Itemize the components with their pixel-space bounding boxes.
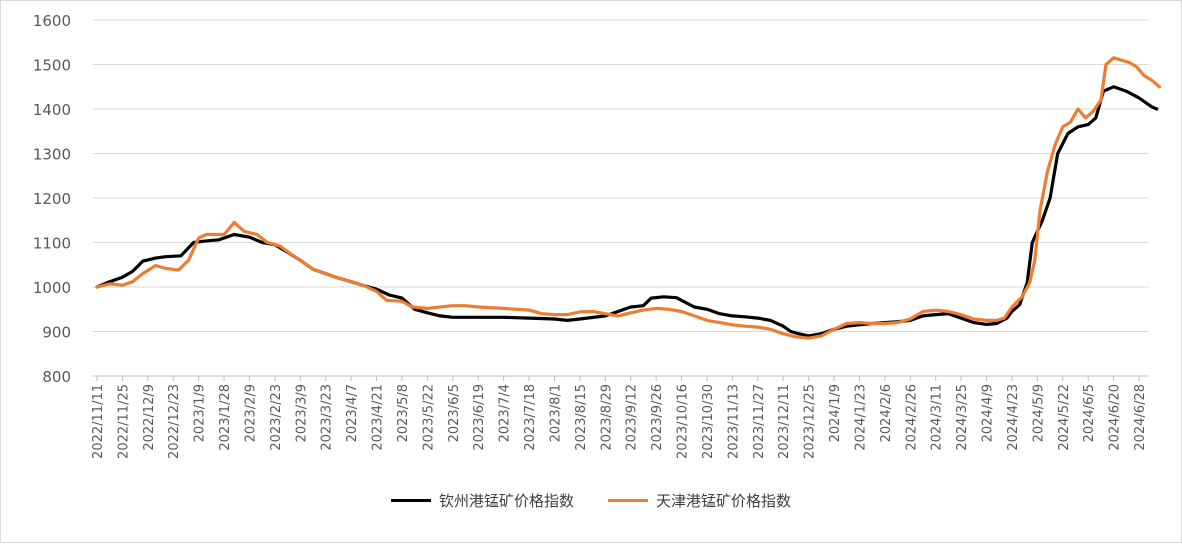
x-tick-label: 2022/11/11 [91, 384, 106, 459]
series-line-qinzhou [95, 85, 1159, 338]
x-tick-label: 2024/3/25 [955, 384, 970, 451]
x-tick-label: 2024/5/9 [1031, 384, 1046, 442]
x-tick-label: 2024/2/6 [879, 384, 894, 442]
y-tick-label: 1000 [33, 279, 71, 297]
x-tick-label: 2024/1/23 [853, 384, 868, 451]
x-tick-label: 2023/7/18 [523, 384, 538, 451]
legend-swatch-qinzhou [390, 499, 431, 502]
legend-label-qinzhou: 钦州港锰矿价格指数 [438, 492, 574, 510]
x-tick-label: 2023/8/15 [574, 384, 589, 451]
legend-swatch-tianjin [608, 499, 648, 502]
x-axis: 2022/11/11 2022/11/25 2022/12/9 2022/12/23 2… [91, 376, 1148, 459]
x-tick-label: 2023/9/26 [650, 384, 665, 451]
y-tick-label: 900 [42, 324, 71, 342]
x-tick-label: 2023/8/1 [548, 384, 563, 442]
legend: 钦州港锰矿价格指数 天津港锰矿价格指数 [0, 490, 1182, 511]
x-tick-label: 2024/6/5 [1082, 384, 1097, 442]
x-tick-label: 2023/6/5 [447, 384, 462, 442]
x-tick-label: 2023/9/12 [625, 384, 640, 451]
y-tick-label: 1400 [33, 101, 71, 119]
x-tick-label: 2023/4/7 [345, 384, 360, 442]
x-tick-label: 2023/1/28 [218, 384, 233, 451]
legend-label-tianjin: 天津港锰矿价格指数 [656, 492, 792, 510]
x-tick-label: 2023/2/9 [243, 384, 258, 442]
x-tick-label: 2024/5/22 [1057, 384, 1072, 451]
x-tick-label: 2023/12/25 [803, 384, 818, 459]
x-tick-label: 2024/2/26 [904, 384, 919, 451]
x-tick-label: 2023/5/22 [421, 384, 436, 451]
x-tick-label: 2023/2/23 [269, 384, 284, 451]
x-tick-label: 2023/12/11 [777, 384, 792, 459]
x-tick-label: 2023/11/13 [726, 384, 741, 459]
x-tick-label: 2023/1/9 [193, 384, 208, 442]
series-line-tianjin [95, 56, 1161, 340]
x-tick-label: 2024/4/9 [981, 384, 996, 442]
x-tick-label: 2023/3/9 [294, 384, 309, 442]
x-tick-label: 2024/6/20 [1108, 384, 1123, 451]
x-tick-label: 2024/6/28 [1133, 384, 1148, 451]
x-tick-label: 2024/1/9 [828, 384, 843, 442]
y-tick-label: 1600 [33, 12, 71, 30]
legend-item-qinzhou: 钦州港锰矿价格指数 [390, 490, 574, 511]
y-tick-label: 800 [42, 368, 71, 386]
x-tick-label: 2023/7/4 [498, 384, 513, 442]
x-tick-label: 2023/3/23 [320, 384, 335, 451]
x-tick-label: 2023/4/21 [371, 384, 386, 451]
series-lines [95, 56, 1161, 340]
y-tick-label: 1100 [33, 235, 71, 253]
x-tick-label: 2023/10/16 [676, 384, 691, 459]
y-tick-label: 1500 [33, 57, 71, 75]
x-tick-label: 2023/5/8 [396, 384, 411, 442]
x-tick-label: 2023/10/30 [701, 384, 716, 459]
x-tick-label: 2023/11/27 [752, 384, 767, 459]
y-tick-label: 1200 [33, 190, 71, 208]
y-tick-label: 1300 [33, 146, 71, 164]
x-tick-label: 2022/12/9 [142, 384, 157, 451]
x-tick-label: 2023/8/29 [599, 384, 614, 451]
legend-item-tianjin: 天津港锰矿价格指数 [608, 490, 791, 511]
x-tick-label: 2023/6/19 [472, 384, 487, 451]
x-tick-label: 2022/12/23 [167, 384, 182, 459]
y-axis-ticks: 800 900 1000 1100 1200 1300 1400 1500 1600 [33, 12, 71, 386]
x-tick-label: 2022/11/25 [116, 384, 131, 459]
x-tick-label: 2024/4/23 [1006, 384, 1021, 451]
x-tick-label: 2024/3/11 [930, 384, 945, 451]
